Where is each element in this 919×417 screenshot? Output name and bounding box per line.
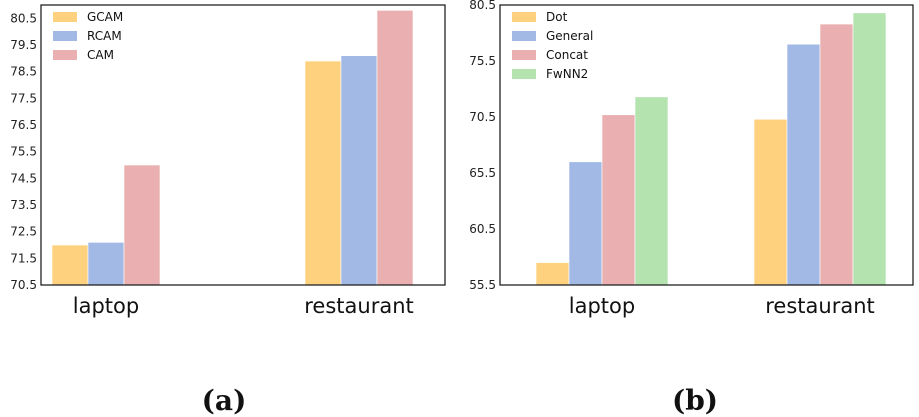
y-tick-label: 71.5 <box>10 251 37 265</box>
legend-label: FwNN2 <box>546 67 588 81</box>
bar-general-restaurant <box>786 43 821 286</box>
legend-swatch <box>512 50 536 60</box>
y-tick-label: 75.5 <box>469 54 496 68</box>
bar-fwnn2-restaurant <box>852 12 887 286</box>
chart-panel-b: 55.5 60.5 65.5 70.5 75.5 80.5 laptop restaurant… <box>469 0 914 417</box>
legend-swatch <box>512 31 536 41</box>
legend-label: RCAM <box>87 29 122 43</box>
y-tick-label: 75.5 <box>10 145 37 159</box>
legend-label: Concat <box>546 48 588 62</box>
bar-concat-laptop <box>601 114 636 286</box>
y-tick-label: 73.5 <box>10 198 37 212</box>
bar-rcam-laptop <box>87 242 125 286</box>
bar-general-laptop <box>568 161 603 286</box>
bar-cam-laptop <box>123 164 161 286</box>
legend-label: Dot <box>546 10 568 24</box>
y-tick-label: 80.5 <box>469 0 496 12</box>
y-tick-label: 60.5 <box>469 222 496 236</box>
plot-frame <box>499 4 914 286</box>
legend-label: CAM <box>87 48 114 62</box>
bar-dot-laptop <box>535 262 570 286</box>
y-tick-label: 65.5 <box>469 166 496 180</box>
y-tick-label: 80.5 <box>10 11 37 25</box>
plot-frame <box>40 4 446 286</box>
legend-swatch <box>53 12 77 22</box>
bar-fwnn2-laptop <box>634 96 669 286</box>
legend-swatch <box>53 50 77 60</box>
chart-panel-a: 70.5 71.5 72.5 73.5 74.5 75.5 76.5 77.5 78.5 79.5… <box>10 4 446 417</box>
bar-gcam-restaurant <box>304 60 342 286</box>
legend: GCAM RCAM CAM <box>53 10 123 62</box>
y-tick-label: 55.5 <box>469 278 496 292</box>
x-category-label: laptop <box>569 294 635 318</box>
y-tick-label: 77.5 <box>10 91 37 105</box>
y-tick-label: 70.5 <box>10 278 37 292</box>
legend: Dot General Concat FwNN2 <box>512 10 593 81</box>
y-tick-label: 74.5 <box>10 171 37 185</box>
y-tick-label: 79.5 <box>10 38 37 52</box>
legend-label: GCAM <box>87 10 123 24</box>
y-tick-label: 76.5 <box>10 118 37 132</box>
bar-gcam-laptop <box>51 244 89 286</box>
legend-label: General <box>546 29 593 43</box>
panel-label: (a) <box>202 384 247 417</box>
bar-rcam-restaurant <box>340 55 378 286</box>
legend-swatch <box>512 69 536 79</box>
bar-dot-restaurant <box>753 118 788 286</box>
y-tick-label: 70.5 <box>469 110 496 124</box>
y-tick-label: 78.5 <box>10 65 37 79</box>
bar-cam-restaurant <box>376 10 414 286</box>
x-category-label: restaurant <box>765 294 875 318</box>
bar-concat-restaurant <box>819 23 854 286</box>
x-category-label: laptop <box>73 294 139 318</box>
legend-swatch <box>512 12 536 22</box>
y-tick-label: 72.5 <box>10 225 37 239</box>
x-category-label: restaurant <box>304 294 414 318</box>
legend-swatch <box>53 31 77 41</box>
panel-label: (b) <box>672 384 718 417</box>
